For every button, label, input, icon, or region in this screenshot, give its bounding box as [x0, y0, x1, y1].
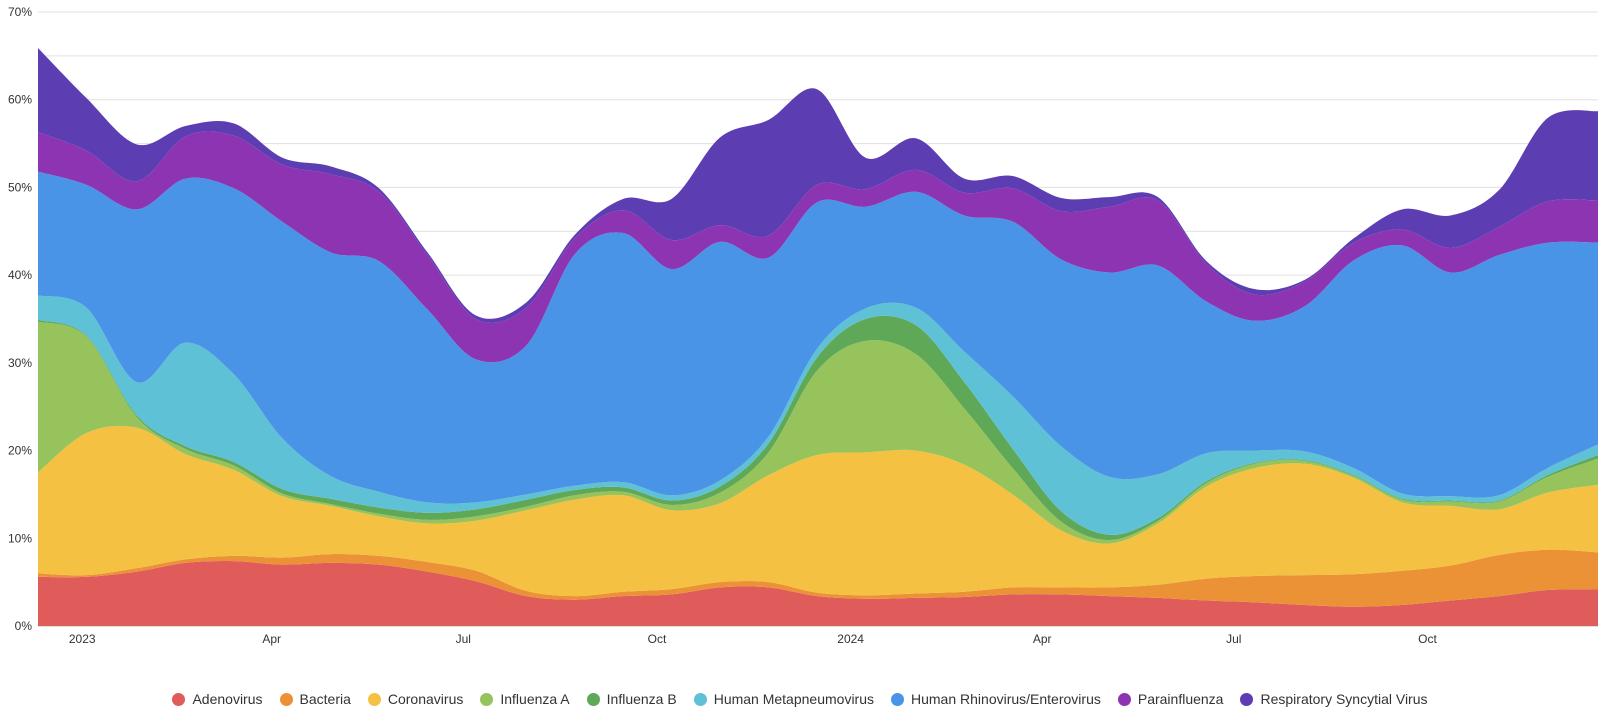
legend-label: Influenza B — [606, 691, 677, 707]
legend-swatch-icon — [480, 692, 494, 706]
y-tick-label: 20% — [8, 444, 32, 458]
legend-swatch-icon — [1117, 692, 1131, 706]
legend-swatch-icon — [367, 692, 381, 706]
legend-label: Coronavirus — [387, 691, 464, 707]
series-area-coronavirus — [38, 425, 1598, 597]
x-tick-label: Jul — [456, 632, 471, 646]
legend-item-respiratory-syncytial-virus[interactable]: Respiratory Syncytial Virus — [1240, 691, 1428, 707]
series-area-influenza-a — [38, 321, 1598, 544]
x-tick-label: Jul — [1226, 632, 1241, 646]
legend-item-human-metapneumovirus[interactable]: Human Metapneumovirus — [693, 691, 874, 707]
x-tick-label: 2023 — [69, 632, 96, 646]
legend-item-coronavirus[interactable]: Coronavirus — [367, 691, 464, 707]
x-tick-label: 2024 — [837, 632, 864, 646]
x-tick-label: Oct — [1418, 632, 1437, 646]
y-tick-label: 30% — [8, 356, 32, 370]
axes: 0% 10% 20% 30% 40% 50% 60% 70% 2023 Apr Jul Oct 2024… — [8, 5, 1438, 646]
series-area-human-metapneumovirus — [38, 295, 1598, 535]
x-tick-label: Apr — [262, 632, 281, 646]
legend-swatch-icon — [891, 692, 904, 706]
legend-item-bacteria[interactable]: Bacteria — [279, 691, 351, 707]
legend-label: Bacteria — [299, 691, 351, 707]
y-tick-label: 60% — [8, 93, 32, 107]
x-tick-label: Oct — [648, 632, 667, 646]
legend-swatch-icon — [586, 692, 600, 706]
legend-label: Human Rhinovirus/Enterovirus — [911, 691, 1101, 707]
legend-swatch-icon — [279, 692, 293, 706]
legend-label: Parainfluenza — [1137, 691, 1224, 707]
series-area-respiratory-syncytial-virus — [38, 47, 1598, 323]
legend-swatch-icon — [172, 692, 186, 706]
y-tick-label: 10% — [8, 531, 32, 545]
legend-item-influenza-b[interactable]: Influenza B — [586, 691, 677, 707]
series-area-parainfluenza — [38, 131, 1598, 363]
plot-area — [38, 47, 1598, 626]
legend-label: Influenza A — [500, 691, 570, 707]
legend-item-human-rhinovirus-enterovirus[interactable]: Human Rhinovirus/Enterovirus — [891, 691, 1101, 707]
x-tick-label: Apr — [1033, 632, 1052, 646]
y-tick-label: 0% — [15, 619, 33, 633]
legend: Adenovirus Bacteria Coronavirus Influenza A… — [0, 688, 1600, 710]
legend-label: Human Metapneumovirus — [713, 691, 874, 707]
series-area-human-rhinovirus-enterovirus — [38, 171, 1598, 504]
series-area-bacteria — [38, 549, 1598, 607]
y-tick-label: 50% — [8, 180, 32, 194]
series-area-influenza-b — [38, 315, 1598, 541]
series-area-adenovirus — [38, 560, 1598, 626]
legend-swatch-icon — [1240, 692, 1254, 706]
legend-swatch-icon — [693, 692, 707, 706]
legend-label: Adenovirus — [192, 691, 263, 707]
legend-item-parainfluenza[interactable]: Parainfluenza — [1117, 691, 1224, 707]
legend-item-influenza-a[interactable]: Influenza A — [480, 691, 570, 707]
y-tick-label: 70% — [8, 5, 32, 19]
legend-label: Respiratory Syncytial Virus — [1260, 691, 1428, 707]
y-tick-label: 40% — [8, 268, 32, 282]
legend-item-adenovirus[interactable]: Adenovirus — [172, 691, 263, 707]
